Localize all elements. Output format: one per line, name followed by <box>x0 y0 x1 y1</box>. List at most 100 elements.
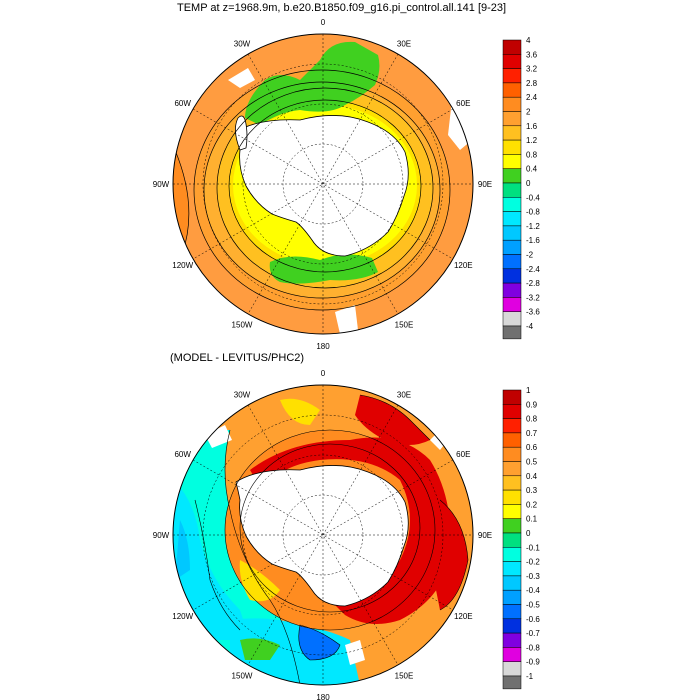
bottom-lon-label-2: 60E <box>456 450 470 459</box>
top-lon-label-0: 0 <box>321 18 326 27</box>
bottom-colorbar-label-0: 1 <box>526 386 531 395</box>
bottom-lon-label-8: 120W <box>172 612 193 621</box>
bottom-colorbar-label-18: -0.8 <box>526 643 540 652</box>
top-colorbar-label-10: 0 <box>526 179 531 188</box>
top-colorbar-label-3: 2.8 <box>526 79 538 88</box>
bottom-colorbar-label-7: 0.3 <box>526 486 538 495</box>
top-lon-label-10: 60W <box>174 99 191 108</box>
top-lon-label-1: 30E <box>397 40 411 49</box>
bottom-map-title: (MODEL - LEVITUS/PHC2) <box>170 352 305 364</box>
top-lon-label-7: 150W <box>232 320 253 329</box>
bottom-colorbar-label-4: 0.6 <box>526 443 538 452</box>
bottom-lon-label-11: 30W <box>234 391 251 400</box>
bottom-colorbar-label-10: 0 <box>526 529 531 538</box>
bottom-colorbar-swatch-5 <box>502 461 522 477</box>
top-lon-label-8: 120W <box>172 261 193 270</box>
top-colorbar-label-2: 3.2 <box>526 65 538 74</box>
bottom-colorbar-label-12: -0.2 <box>526 558 540 567</box>
top-colorbar-label-13: -1.2 <box>526 222 540 231</box>
top-polar-map: 0 30E 60E 90E 120E 150E 180 150W 120W 90W 60W 30W <box>153 18 492 351</box>
top-colorbar-swatch-13 <box>502 225 522 241</box>
bottom-polar-map: 0 30E 60E 90E 120E 150E 180 150W 120W 90W 60W 30W <box>153 369 492 700</box>
bottom-colorbar-swatch-14 <box>502 589 522 605</box>
bottom-colorbar-label-6: 0.4 <box>526 472 538 481</box>
top-colorbar-label-17: -2.8 <box>526 279 540 288</box>
bottom-colorbar-swatch-13 <box>502 575 522 591</box>
top-colorbar-swatch-20 <box>502 325 522 340</box>
top-colorbar: 4 3.6 3.2 2.8 2.4 2 1.6 1.2 0.8 0.4 0 -0.4 -0.8 -1.2 -… <box>502 36 540 340</box>
top-colorbar-swatch-19 <box>502 311 522 327</box>
top-colorbar-label-19: -3.6 <box>526 308 540 317</box>
top-colorbar-label-9: 0.4 <box>526 165 538 174</box>
top-lon-label-9: 90W <box>153 180 170 189</box>
bottom-colorbar-swatch-1 <box>502 404 522 419</box>
bottom-colorbar-label-20: -1 <box>526 672 534 681</box>
top-colorbar-swatch-11 <box>502 197 522 212</box>
bottom-lon-label-6: 180 <box>316 693 330 700</box>
top-colorbar-label-11: -0.4 <box>526 193 540 202</box>
top-colorbar-label-6: 1.6 <box>526 122 538 131</box>
top-colorbar-label-4: 2.4 <box>526 93 538 102</box>
bottom-lon-label-5: 150E <box>395 671 414 680</box>
bottom-colorbar-swatch-2 <box>502 418 522 434</box>
bottom-colorbar-label-11: -0.1 <box>526 543 540 552</box>
top-colorbar-label-7: 1.2 <box>526 136 538 145</box>
top-colorbar-label-14: -1.6 <box>526 236 540 245</box>
top-colorbar-swatch-14 <box>502 239 522 255</box>
top-colorbar-swatch-18 <box>502 297 522 312</box>
bottom-colorbar-label-15: -0.5 <box>526 601 540 610</box>
top-lon-label-3: 90E <box>478 180 492 189</box>
top-colorbar-swatch-9 <box>502 168 522 184</box>
bottom-colorbar-swatch-7 <box>502 489 522 505</box>
top-colorbar-swatch-16 <box>502 268 522 284</box>
top-colorbar-swatch-17 <box>502 282 522 298</box>
top-colorbar-swatch-3 <box>502 82 522 98</box>
top-map-title: TEMP at z=1968.9m, b.e20.B1850.f09_g16.p… <box>177 2 507 14</box>
bottom-lon-label-3: 90E <box>478 531 492 540</box>
top-colorbar-label-20: -4 <box>526 322 534 331</box>
bottom-colorbar-label-19: -0.9 <box>526 658 540 667</box>
bottom-colorbar-swatch-20 <box>502 675 522 690</box>
bottom-colorbar-swatch-11 <box>502 547 522 562</box>
top-lon-label-11: 30W <box>234 40 251 49</box>
top-lon-label-5: 150E <box>395 320 414 329</box>
top-colorbar-swatch-0 <box>502 39 522 55</box>
bottom-colorbar-swatch-9 <box>502 518 522 534</box>
bottom-colorbar-swatch-19 <box>502 661 522 677</box>
top-colorbar-swatch-4 <box>502 96 522 112</box>
top-colorbar-label-5: 2 <box>526 108 531 117</box>
top-colorbar-swatch-15 <box>502 254 522 270</box>
bottom-colorbar-swatch-4 <box>502 446 522 462</box>
bottom-colorbar-label-8: 0.2 <box>526 500 538 509</box>
top-colorbar-label-8: 0.8 <box>526 150 538 159</box>
bottom-colorbar-label-9: 0.1 <box>526 515 538 524</box>
bottom-colorbar-label-3: 0.7 <box>526 429 538 438</box>
bottom-lon-label-10: 60W <box>174 450 191 459</box>
bottom-lon-label-4: 120E <box>454 612 473 621</box>
bottom-lon-label-1: 30E <box>397 391 411 400</box>
top-colorbar-label-0: 4 <box>526 36 531 45</box>
bottom-colorbar: 1 0.9 0.8 0.7 0.6 0.5 0.4 0.3 0.2 0.1 0 -0.1 -0.2 -0.… <box>502 386 540 690</box>
top-colorbar-label-1: 3.6 <box>526 50 538 59</box>
top-lon-label-4: 120E <box>454 261 473 270</box>
top-colorbar-swatch-8 <box>502 154 522 169</box>
top-lon-label-6: 180 <box>316 342 330 351</box>
top-colorbar-label-16: -2.4 <box>526 265 540 274</box>
bottom-colorbar-swatch-16 <box>502 618 522 634</box>
bottom-colorbar-label-2: 0.8 <box>526 415 538 424</box>
top-lon-label-2: 60E <box>456 99 470 108</box>
bottom-lon-label-7: 150W <box>232 671 253 680</box>
bottom-colorbar-label-14: -0.4 <box>526 586 540 595</box>
bottom-lon-label-9: 90W <box>153 531 170 540</box>
bottom-colorbar-label-17: -0.7 <box>526 629 540 638</box>
top-colorbar-label-12: -0.8 <box>526 208 540 217</box>
top-colorbar-label-15: -2 <box>526 251 534 260</box>
top-colorbar-swatch-5 <box>502 111 522 127</box>
bottom-colorbar-swatch-8 <box>502 504 522 519</box>
bottom-map-border <box>172 384 474 686</box>
bottom-colorbar-swatch-18 <box>502 647 522 662</box>
top-colorbar-swatch-2 <box>502 68 522 84</box>
top-colorbar-swatch-10 <box>502 182 522 198</box>
top-map-border <box>172 33 474 335</box>
